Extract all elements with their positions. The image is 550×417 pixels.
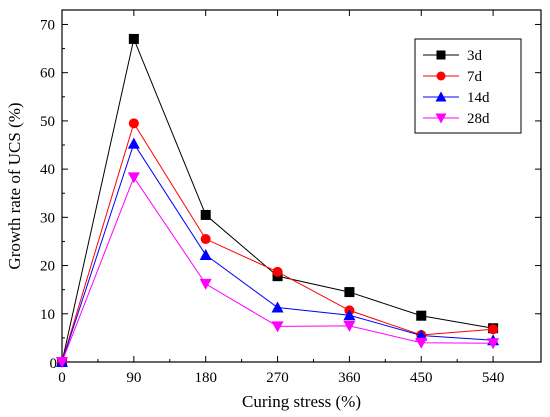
legend-item-7d: 7d xyxy=(423,69,483,85)
data-point-28d xyxy=(271,321,284,333)
data-point-28d xyxy=(343,320,356,332)
legend-marker xyxy=(435,91,447,102)
legend: 3d 7d 14d 28d xyxy=(414,38,522,134)
data-point-14d xyxy=(127,137,140,149)
legend-item-14d: 14d xyxy=(423,90,490,106)
series-layer xyxy=(56,33,500,368)
x-tick-label: 0 xyxy=(58,370,66,386)
y-tick-label: 70 xyxy=(40,17,55,33)
legend-marker xyxy=(436,50,446,60)
x-tick-label: 540 xyxy=(482,370,505,386)
data-point-7d xyxy=(128,118,139,129)
data-point-28d xyxy=(487,338,500,350)
data-point-28d xyxy=(127,172,140,184)
legend-label: 14d xyxy=(467,90,490,106)
data-point-3d xyxy=(344,287,355,298)
y-tick-label: 30 xyxy=(40,210,55,226)
data-point-14d xyxy=(199,248,212,260)
legend-label: 3d xyxy=(467,48,483,64)
y-tick-label-zero: 0 xyxy=(50,356,58,372)
data-point-7d xyxy=(488,324,499,335)
legend-item-3d: 3d xyxy=(423,48,483,64)
data-point-7d xyxy=(200,234,211,245)
data-point-7d xyxy=(272,266,283,277)
y-tick-label: 50 xyxy=(40,114,55,130)
data-point-14d xyxy=(343,309,356,321)
y-axis-ticks: 0 10 20 30 40 50 60 70 xyxy=(40,17,541,372)
data-point-28d xyxy=(56,357,68,368)
series-28d xyxy=(56,172,500,368)
x-axis-title: Curing stress (%) xyxy=(242,392,361,411)
y-tick-label: 20 xyxy=(40,259,55,275)
data-point-3d xyxy=(416,310,427,321)
legend-label: 7d xyxy=(467,69,483,85)
data-point-14d xyxy=(271,301,284,313)
y-tick-label: 60 xyxy=(40,66,55,82)
x-axis-ticks: 0 90 180 270 360 450 540 xyxy=(58,10,504,386)
legend-marker xyxy=(436,71,446,81)
legend-item-28d: 28d xyxy=(423,111,490,127)
plot-frame xyxy=(61,9,542,363)
data-point-3d xyxy=(200,209,211,220)
data-point-28d xyxy=(199,278,212,290)
plot-border xyxy=(61,9,542,363)
x-tick-label: 270 xyxy=(266,370,289,386)
y-tick-label: 40 xyxy=(40,162,55,178)
data-point-3d xyxy=(128,33,139,44)
x-tick-label: 450 xyxy=(410,370,433,386)
data-point-28d xyxy=(415,337,428,349)
legend-label: 28d xyxy=(467,111,490,127)
x-tick-label: 180 xyxy=(194,370,217,386)
y-tick-label: 10 xyxy=(40,307,55,323)
legend-marker xyxy=(435,113,447,124)
series-14d xyxy=(56,137,500,367)
x-tick-label: 90 xyxy=(126,370,141,386)
x-tick-label: 360 xyxy=(338,370,361,386)
y-axis-title: Growth rate of UCS (%) xyxy=(5,102,24,269)
